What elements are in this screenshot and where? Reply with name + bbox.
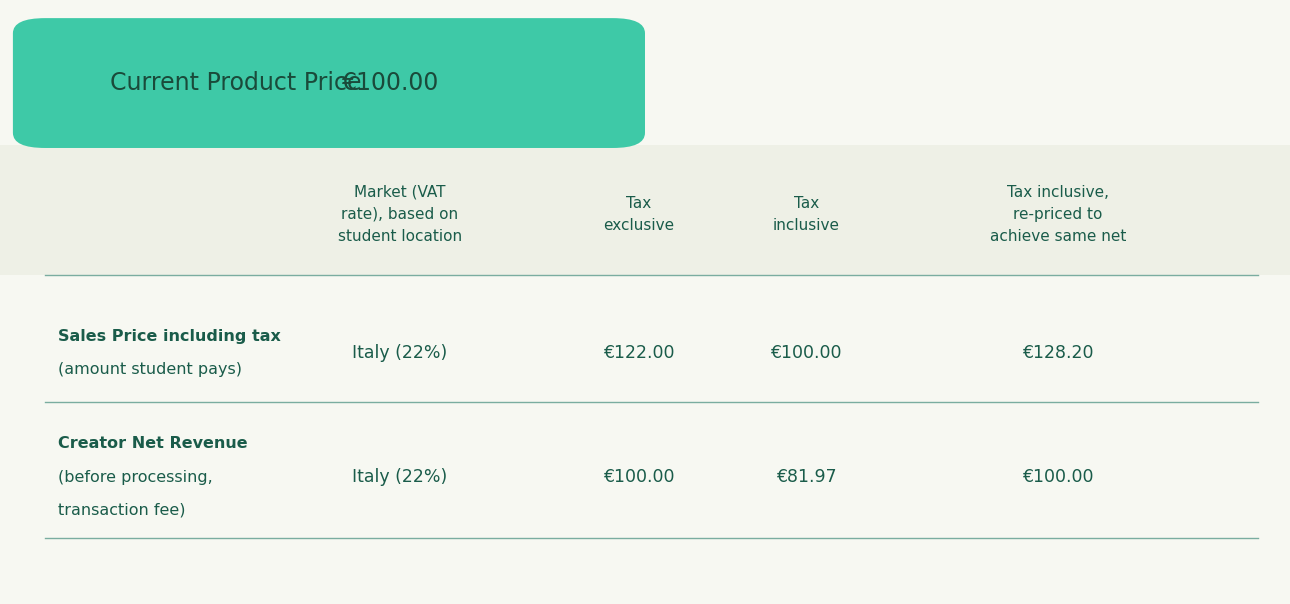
Text: Current Product Price: Current Product Price (110, 71, 361, 95)
FancyBboxPatch shape (13, 18, 645, 148)
Text: €128.20: €128.20 (1022, 344, 1094, 362)
Text: €100.00: €100.00 (1022, 468, 1094, 486)
Text: €100.00: €100.00 (602, 468, 675, 486)
Text: Tax inclusive,
re-priced to
achieve same net: Tax inclusive, re-priced to achieve same… (989, 185, 1126, 244)
Text: (amount student pays): (amount student pays) (58, 362, 243, 378)
Text: €100.00: €100.00 (770, 344, 842, 362)
Text: Tax
exclusive: Tax exclusive (602, 196, 675, 233)
Text: Market (VAT
rate), based on
student location: Market (VAT rate), based on student loca… (338, 185, 462, 244)
Text: Sales Price including tax: Sales Price including tax (58, 329, 281, 344)
Text: (before processing,: (before processing, (58, 470, 213, 484)
Text: Italy (22%): Italy (22%) (352, 468, 448, 486)
Text: Italy (22%): Italy (22%) (352, 344, 448, 362)
Text: €100.00: €100.00 (342, 71, 439, 95)
Text: €81.97: €81.97 (777, 468, 836, 486)
Text: €122.00: €122.00 (602, 344, 675, 362)
Text: Creator Net Revenue: Creator Net Revenue (58, 437, 248, 451)
FancyBboxPatch shape (0, 145, 1290, 275)
Text: transaction fee): transaction fee) (58, 503, 186, 518)
Text: Tax
inclusive: Tax inclusive (773, 196, 840, 233)
